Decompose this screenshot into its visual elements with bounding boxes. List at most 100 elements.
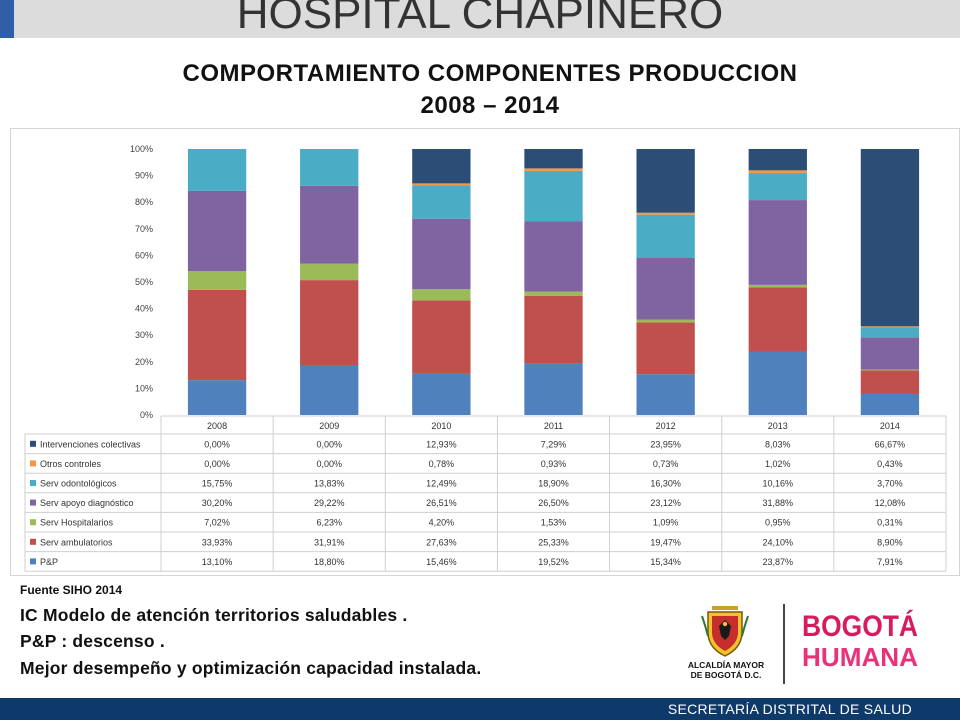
y-tick-label: 0%	[140, 410, 153, 420]
x-tick-label: 2012	[656, 421, 676, 431]
bar-segment	[636, 322, 695, 375]
data-label: 12,93%	[426, 439, 457, 449]
bar-segment	[524, 295, 583, 364]
data-label: 1,53%	[541, 518, 567, 528]
data-label: 0,00%	[316, 459, 342, 469]
legend-swatch	[30, 558, 36, 565]
footer-text: SECRETARÍA DISTRITAL DE SALUD	[667, 701, 912, 717]
bar-segment	[748, 284, 807, 288]
bar-segment	[748, 200, 807, 285]
bar-segment	[300, 364, 359, 415]
hospital-title: HOSPITAL CHAPINERO	[236, 0, 724, 38]
data-label: 23,87%	[763, 557, 794, 567]
bar-segment	[636, 258, 695, 320]
y-tick-label: 60%	[135, 250, 153, 260]
bar-segment	[412, 300, 471, 374]
bar-segment	[524, 363, 583, 415]
data-label: 33,93%	[202, 537, 233, 547]
data-label: 0,73%	[653, 459, 679, 469]
source-note: Fuente SIHO 2014	[20, 583, 123, 597]
bar-segment	[524, 168, 583, 171]
data-label: 12,49%	[426, 479, 457, 489]
note-line: IC Modelo de atención territorios saluda…	[20, 605, 408, 625]
y-tick-label: 40%	[135, 304, 153, 314]
data-label: 3,70%	[877, 479, 903, 489]
bar-segment	[636, 374, 695, 415]
bar-segment	[300, 149, 359, 186]
legend-entry: Intervenciones colectivas	[40, 439, 141, 449]
logo-line: HUMANA	[802, 642, 918, 672]
bar-segment	[412, 185, 471, 219]
data-label: 8,90%	[877, 537, 903, 547]
footer-bar: SECRETARÍA DISTRITAL DE SALUD	[0, 698, 960, 720]
bar-segment	[187, 289, 247, 381]
bar-segment	[300, 280, 359, 365]
data-label: 15,75%	[202, 479, 233, 489]
data-label: 27,63%	[426, 537, 457, 547]
alcaldia-line: ALCALDÍA MAYOR	[687, 660, 765, 670]
y-tick-label: 80%	[135, 197, 153, 207]
data-label: 31,91%	[314, 537, 345, 547]
x-tick-label: 2013	[768, 421, 788, 431]
bar-segment	[524, 221, 583, 292]
data-label: 15,46%	[426, 557, 457, 567]
y-tick-label: 90%	[135, 171, 153, 181]
data-label: 23,12%	[650, 498, 681, 508]
data-label: 12,08%	[875, 498, 906, 508]
bar-segment	[187, 149, 247, 191]
bogota-humana-logo: BOGOTÁ HUMANA	[802, 609, 918, 672]
coat-of-arms-icon	[701, 606, 749, 657]
legend-entry: Otros controles	[40, 459, 102, 469]
data-label: 19,47%	[650, 537, 681, 547]
data-label: 24,10%	[763, 537, 794, 547]
bar-segment	[748, 173, 807, 201]
data-label: 16,30%	[650, 479, 681, 489]
note-line: P&P : descenso .	[20, 631, 165, 651]
data-label: 7,02%	[204, 518, 230, 528]
y-tick-label: 30%	[135, 330, 153, 340]
legend-entry: P&P	[40, 557, 58, 567]
header-bar	[0, 0, 960, 38]
stacked-bar-chart: 0% 10% 20% 30% 40% 50% 60% 70% 80% 90% 100% 2008 200…	[24, 144, 947, 572]
note-line: Mejor desempeño y optimización capacidad…	[20, 658, 482, 678]
data-label: 10,16%	[763, 479, 794, 489]
chart-frame: 0% 10% 20% 30% 40% 50% 60% 70% 80% 90% 100% 2008 200…	[10, 128, 960, 576]
legend-swatch	[30, 460, 36, 467]
logo-divider	[783, 604, 785, 684]
bar-segment	[412, 373, 471, 415]
bar-segment	[636, 319, 695, 323]
data-label: 26,50%	[538, 498, 569, 508]
bar-segment	[187, 190, 247, 272]
bar-segment	[636, 214, 695, 259]
data-label: 7,91%	[877, 557, 903, 567]
bar-segment	[300, 263, 359, 281]
bar-segment	[636, 212, 695, 215]
data-label: 0,95%	[765, 518, 791, 528]
bar-segment	[860, 393, 920, 415]
legend-swatch	[30, 538, 36, 545]
x-tick-label: 2014	[880, 421, 900, 431]
bar-segment	[860, 326, 920, 328]
alcaldia-label: ALCALDÍA MAYOR DE BOGOTÁ D.C.	[680, 660, 772, 680]
bar-segment	[524, 170, 583, 222]
data-label: 13,83%	[314, 479, 345, 489]
data-label: 18,80%	[314, 557, 345, 567]
bar-segment	[860, 369, 920, 371]
data-label: 0,93%	[541, 459, 567, 469]
legend-entry: Serv Hospitalarios	[40, 518, 114, 528]
data-label: 1,09%	[653, 518, 679, 528]
alcaldia-line: DE BOGOTÁ D.C.	[690, 670, 762, 680]
y-tick-label: 100%	[130, 144, 153, 154]
data-label: 13,10%	[202, 557, 233, 567]
bar-segment	[860, 337, 920, 370]
data-label: 0,00%	[204, 439, 230, 449]
legend-swatch	[30, 499, 36, 506]
data-label: 6,23%	[316, 518, 342, 528]
bar-segment	[748, 148, 807, 171]
data-label: 4,20%	[429, 518, 455, 528]
bar-segment	[860, 149, 920, 327]
x-tick-label: 2008	[207, 421, 227, 431]
header-accent	[0, 0, 14, 38]
x-tick-label: 2011	[544, 421, 563, 431]
data-label: 0,00%	[204, 459, 230, 469]
